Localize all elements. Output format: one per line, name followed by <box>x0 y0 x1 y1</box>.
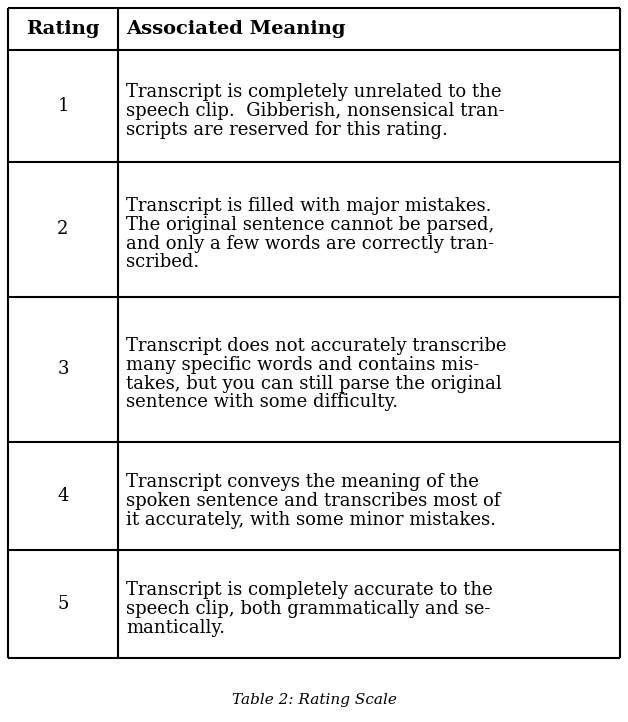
Text: Table 2: Rating Scale: Table 2: Rating Scale <box>232 693 396 707</box>
Text: speech clip.  Gibberish, nonsensical tran-: speech clip. Gibberish, nonsensical tran… <box>126 102 504 120</box>
Text: sentence with some difficulty.: sentence with some difficulty. <box>126 393 398 412</box>
Text: speech clip, both grammatically and se-: speech clip, both grammatically and se- <box>126 600 490 618</box>
Text: it accurately, with some minor mistakes.: it accurately, with some minor mistakes. <box>126 510 496 529</box>
Text: scripts are reserved for this rating.: scripts are reserved for this rating. <box>126 121 448 139</box>
Text: Transcript is filled with major mistakes.: Transcript is filled with major mistakes… <box>126 197 492 215</box>
Text: 1: 1 <box>57 97 68 115</box>
Text: mantically.: mantically. <box>126 619 225 637</box>
Text: Transcript conveys the meaning of the: Transcript conveys the meaning of the <box>126 473 479 491</box>
Text: The original sentence cannot be parsed,: The original sentence cannot be parsed, <box>126 216 494 234</box>
Text: Transcript is completely accurate to the: Transcript is completely accurate to the <box>126 581 493 599</box>
Text: scribed.: scribed. <box>126 253 199 271</box>
Text: 4: 4 <box>57 487 68 505</box>
Text: Transcript does not accurately transcribe: Transcript does not accurately transcrib… <box>126 337 507 355</box>
Text: Associated Meaning: Associated Meaning <box>126 20 345 38</box>
Text: many specific words and contains mis-: many specific words and contains mis- <box>126 356 479 374</box>
Text: 5: 5 <box>57 595 68 613</box>
Text: takes, but you can still parse the original: takes, but you can still parse the origi… <box>126 375 502 393</box>
Text: Transcript is completely unrelated to the: Transcript is completely unrelated to th… <box>126 83 502 101</box>
Text: 3: 3 <box>57 360 68 378</box>
Text: and only a few words are correctly tran-: and only a few words are correctly tran- <box>126 235 494 253</box>
Text: Rating: Rating <box>26 20 100 38</box>
Text: spoken sentence and transcribes most of: spoken sentence and transcribes most of <box>126 492 501 510</box>
Text: 2: 2 <box>57 220 68 238</box>
